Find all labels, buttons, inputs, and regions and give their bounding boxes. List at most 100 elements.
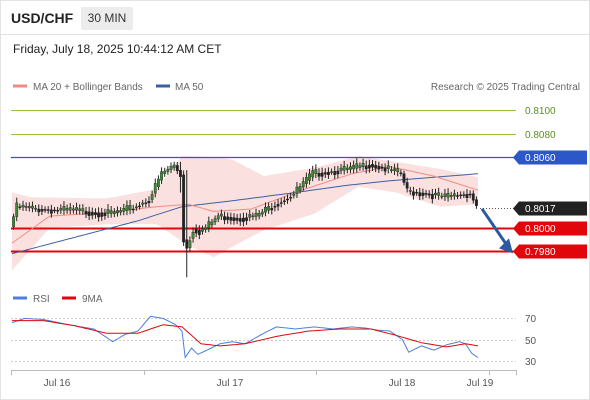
candle xyxy=(213,215,217,226)
candle xyxy=(128,200,132,215)
candle xyxy=(150,190,154,204)
candle-body xyxy=(37,208,41,213)
candle-body xyxy=(374,164,378,169)
header-divider xyxy=(0,34,590,35)
candle xyxy=(157,175,160,191)
candle-body xyxy=(90,211,94,216)
time-label-jul-16: Jul 16 xyxy=(44,378,71,389)
candle-body xyxy=(361,163,365,167)
candle-body xyxy=(87,211,91,216)
candle xyxy=(103,208,107,220)
candle xyxy=(204,224,208,233)
candle xyxy=(229,212,233,225)
candle-body xyxy=(452,193,456,197)
forecast-arrow-shaft xyxy=(480,207,509,247)
candle-body xyxy=(106,209,110,214)
candle xyxy=(386,160,390,174)
candle xyxy=(251,212,255,221)
candle xyxy=(308,168,311,185)
candle-body xyxy=(446,193,450,198)
candle-body xyxy=(327,171,330,175)
legend-swatch-bollinger xyxy=(13,84,27,88)
candle-body xyxy=(219,213,223,217)
candle-body xyxy=(345,167,349,170)
source-credit: Research © 2025 Trading Central xyxy=(431,82,580,93)
candle-body xyxy=(116,210,119,214)
rsi-tick-50: 50 xyxy=(525,336,537,347)
candle xyxy=(443,188,447,201)
candle-body xyxy=(65,208,69,211)
candle-body xyxy=(21,204,25,208)
candle xyxy=(163,167,167,177)
candle-body xyxy=(383,167,387,172)
level-tag-0.7980 xyxy=(513,244,587,259)
candle-body xyxy=(371,164,374,168)
legend-label-bollinger: MA 20 + Bollinger Bands xyxy=(33,82,143,93)
level-label-0.8060: 0.8060 xyxy=(525,153,556,164)
candle-body xyxy=(15,202,19,217)
candle-body xyxy=(49,209,53,214)
candle-body xyxy=(402,173,406,183)
candle-body xyxy=(364,165,368,170)
candle-body xyxy=(62,206,66,211)
candle xyxy=(342,160,346,175)
candle xyxy=(62,201,66,215)
candle xyxy=(194,224,198,238)
candle xyxy=(122,203,126,216)
candle xyxy=(248,209,252,222)
candle xyxy=(138,201,141,210)
candle xyxy=(456,191,459,200)
candle xyxy=(418,187,422,201)
candle xyxy=(188,236,192,252)
candle xyxy=(94,208,97,219)
interval-badge[interactable]: 30 MIN xyxy=(81,7,133,30)
candle-body xyxy=(336,170,340,175)
candle xyxy=(320,167,324,181)
candle xyxy=(185,170,189,278)
candle-body xyxy=(437,192,441,196)
ma50-line xyxy=(11,173,479,255)
candle-body xyxy=(386,165,390,169)
candle xyxy=(242,212,245,227)
candle-body xyxy=(81,208,85,212)
candle xyxy=(282,196,286,205)
candle xyxy=(112,208,116,218)
candle-body xyxy=(207,221,211,229)
candle xyxy=(475,196,478,209)
candle-body xyxy=(311,170,315,178)
candle-body xyxy=(182,174,186,243)
candle-body xyxy=(128,205,132,210)
candle xyxy=(393,163,396,175)
candle-body xyxy=(232,217,236,221)
candle xyxy=(109,206,113,218)
candle-body xyxy=(267,206,271,211)
candle xyxy=(383,163,387,176)
bollinger-band-area xyxy=(12,156,478,271)
candle xyxy=(279,198,283,208)
candle xyxy=(465,189,469,203)
candle xyxy=(273,201,277,212)
candle xyxy=(355,158,359,173)
candle xyxy=(18,203,22,210)
candle-body xyxy=(405,182,409,189)
candle-body xyxy=(412,191,415,196)
candle xyxy=(210,218,214,228)
candle xyxy=(267,202,271,214)
candle-body xyxy=(465,194,469,198)
candle-body xyxy=(251,215,255,218)
candle-body xyxy=(53,209,56,212)
candle xyxy=(87,206,91,221)
candle xyxy=(84,206,88,219)
candle-body xyxy=(134,206,138,209)
rsi-tick-30: 30 xyxy=(525,357,537,368)
candle-body xyxy=(238,218,242,222)
legend-label-ma50: MA 50 xyxy=(175,82,204,93)
candle xyxy=(245,212,248,225)
level-label-0.8100: 0.8100 xyxy=(525,106,556,117)
candle xyxy=(257,209,261,220)
candle-body xyxy=(349,166,352,170)
level-label-0.7980: 0.7980 xyxy=(525,247,556,258)
candle-body xyxy=(320,172,324,177)
candle xyxy=(452,189,456,200)
